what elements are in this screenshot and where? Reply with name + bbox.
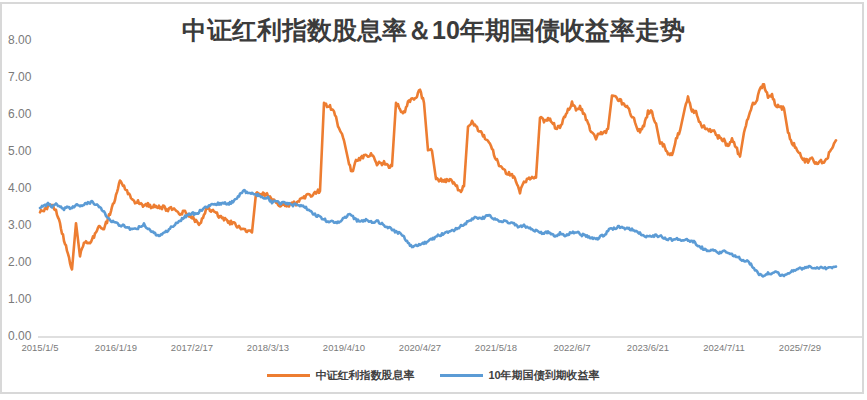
legend-swatch-dividend-yield (267, 374, 310, 377)
plot-area (0, 0, 867, 400)
series-line-treasury-yield (40, 190, 836, 276)
legend: 中证红利指数股息率 10年期国债到期收益率 (0, 368, 867, 383)
legend-item-treasury-yield: 10年期国债到期收益率 (440, 368, 599, 383)
legend-label-treasury-yield: 10年期国债到期收益率 (488, 368, 599, 383)
legend-label-dividend-yield: 中证红利指数股息率 (315, 368, 414, 383)
series-line-dividend-yield (40, 84, 836, 269)
legend-item-dividend-yield: 中证红利指数股息率 (267, 368, 414, 383)
legend-swatch-treasury-yield (440, 374, 483, 377)
